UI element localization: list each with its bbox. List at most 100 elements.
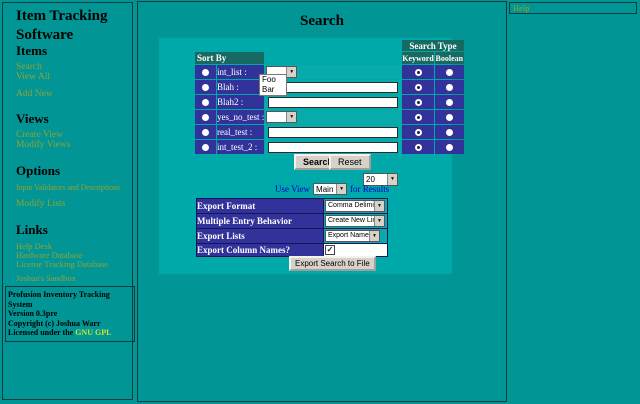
keyword-radio[interactable] — [414, 83, 422, 91]
field-label: Blah2 : — [217, 95, 265, 109]
sortby-radio[interactable] — [202, 68, 209, 76]
multiple-entry-behavior-value: Create New Line — [328, 217, 374, 224]
view-select-value: Main — [316, 185, 334, 194]
keyword-radio[interactable] — [414, 98, 422, 106]
export-search-button[interactable]: Export Search to File — [289, 256, 376, 271]
keyword-radio-cell[interactable] — [402, 65, 434, 79]
export-column-names-label: Export Column Names? — [196, 243, 324, 257]
help-panel: Help — [509, 2, 637, 14]
keyword-radio[interactable] — [414, 128, 422, 136]
dropdown-arrow-icon[interactable]: ▼ — [286, 112, 297, 122]
sidebar: Item Tracking Software Items Search View… — [2, 2, 135, 400]
boolean-radio[interactable] — [445, 68, 453, 76]
boolean-radio-cell[interactable] — [434, 125, 464, 139]
sidebar-item-input-validators[interactable]: Input Validators and Descriptions — [16, 183, 120, 192]
app-info-name: Profusion Inventory Tracking System — [8, 290, 110, 309]
int-list-open-dropdown[interactable]: Foo Bar — [259, 74, 287, 96]
dropdown-arrow-icon[interactable]: ▼ — [336, 184, 347, 194]
sortby-radio[interactable] — [202, 83, 209, 91]
keyword-radio-cell[interactable] — [402, 140, 434, 154]
page-title: Search — [300, 13, 344, 29]
boolean-radio-cell[interactable] — [434, 80, 464, 94]
export-format-select[interactable]: Comma Delimited ▼ — [325, 200, 385, 212]
sidebar-item-view-all[interactable]: View All — [16, 72, 50, 82]
view-select[interactable]: Main ▼ — [313, 183, 348, 195]
export-lists-select[interactable]: Export Names ▼ — [325, 230, 380, 242]
field-label: int_test_2 : — [217, 140, 265, 154]
export-lists-label: Export Lists — [196, 228, 324, 244]
blah2-input[interactable] — [268, 96, 399, 108]
sort-by-header: Sort By — [195, 52, 265, 64]
field-label: real_test : — [217, 125, 265, 139]
sortby-radio[interactable] — [202, 98, 209, 106]
sortby-radio-cell[interactable] — [195, 65, 216, 79]
field-label: Blah : — [217, 80, 265, 94]
dropdown-arrow-icon[interactable]: ▼ — [286, 67, 297, 77]
sidebar-item-hardware-database[interactable]: Hardware Database — [16, 250, 83, 260]
yes-no-test-select[interactable]: ▼ — [266, 111, 298, 123]
items-heading: Items — [16, 43, 48, 58]
help-link[interactable]: Help — [513, 3, 530, 13]
dropdown-arrow-icon[interactable]: ▼ — [387, 174, 397, 185]
multiple-entry-behavior-select[interactable]: Create New Line ▼ — [325, 215, 385, 227]
boolean-radio-cell[interactable] — [434, 95, 464, 109]
int-test-2-input[interactable] — [268, 141, 399, 153]
keyword-radio-cell[interactable] — [402, 95, 434, 109]
results-count-select[interactable]: 20 ▼ — [363, 173, 398, 186]
dropdown-option-bar[interactable]: Bar — [262, 85, 275, 94]
sortby-radio[interactable] — [202, 128, 209, 136]
results-count-value: 20 — [366, 175, 375, 184]
boolean-radio-cell[interactable] — [434, 110, 464, 124]
sortby-radio-cell[interactable] — [195, 140, 216, 154]
app-info-version: Version 0.3pre — [8, 309, 58, 318]
license-prefix: Licensed under the — [8, 328, 76, 337]
dropdown-arrow-icon[interactable]: ▼ — [369, 231, 379, 241]
sidebar-item-joshuas-sandbox[interactable]: Joshua's Sandbox — [16, 273, 76, 283]
sortby-radio[interactable] — [202, 143, 209, 151]
keyword-radio[interactable] — [414, 113, 422, 121]
sidebar-item-modify-views[interactable]: Modify Views — [16, 140, 71, 150]
export-column-names-checkbox[interactable]: ✓ — [325, 245, 335, 255]
boolean-radio[interactable] — [445, 143, 453, 151]
sidebar-item-modify-lists[interactable]: Modify Lists — [16, 199, 66, 209]
boolean-radio[interactable] — [445, 128, 453, 136]
use-view-line: Use View Main ▼ for Results — [275, 183, 389, 195]
sortby-radio-cell[interactable] — [195, 95, 216, 109]
boolean-radio-cell[interactable] — [434, 65, 464, 79]
use-view-suffix: for Results — [350, 184, 390, 194]
boolean-radio[interactable] — [445, 98, 453, 106]
links-heading: Links — [16, 222, 48, 237]
real-test-input[interactable] — [268, 126, 399, 138]
keyword-header: Keyword — [402, 52, 434, 64]
keyword-radio-cell[interactable] — [402, 125, 434, 139]
app-info-copyright: Copyright (c) Joshua Warr — [8, 318, 101, 328]
sidebar-item-license-tracking-database[interactable]: License Tracking Database — [16, 259, 109, 269]
sidebar-item-search[interactable]: Search — [16, 62, 42, 72]
gnu-gpl-link[interactable]: GNU GPL — [75, 328, 112, 337]
export-format-value: Comma Delimited — [328, 202, 374, 209]
blah-input[interactable] — [268, 81, 399, 93]
sortby-radio-cell[interactable] — [195, 110, 216, 124]
sidebar-item-help-desk[interactable]: Help Desk — [16, 241, 53, 251]
keyword-radio[interactable] — [414, 68, 422, 76]
boolean-radio[interactable] — [445, 83, 453, 91]
field-label: yes_no_test : — [217, 110, 265, 124]
keyword-radio-cell[interactable] — [402, 80, 434, 94]
export-lists-value: Export Names — [328, 232, 369, 239]
options-heading: Options — [16, 163, 61, 178]
keyword-radio-cell[interactable] — [402, 110, 434, 124]
keyword-radio[interactable] — [414, 143, 422, 151]
sortby-radio[interactable] — [202, 113, 209, 121]
sidebar-item-add-new[interactable]: Add New — [16, 89, 53, 99]
boolean-radio-cell[interactable] — [434, 140, 464, 154]
dropdown-arrow-icon[interactable]: ▼ — [374, 216, 384, 226]
dropdown-arrow-icon[interactable]: ▼ — [374, 201, 384, 211]
views-heading: Views — [16, 111, 49, 126]
sortby-radio-cell[interactable] — [195, 125, 216, 139]
boolean-radio[interactable] — [445, 113, 453, 121]
sidebar-item-create-view[interactable]: Create View — [16, 130, 63, 140]
reset-button[interactable]: Reset — [329, 154, 371, 170]
dropdown-option-foo[interactable]: Foo — [262, 75, 276, 84]
sortby-radio-cell[interactable] — [195, 80, 216, 94]
use-view-prefix: Use View — [275, 184, 311, 194]
